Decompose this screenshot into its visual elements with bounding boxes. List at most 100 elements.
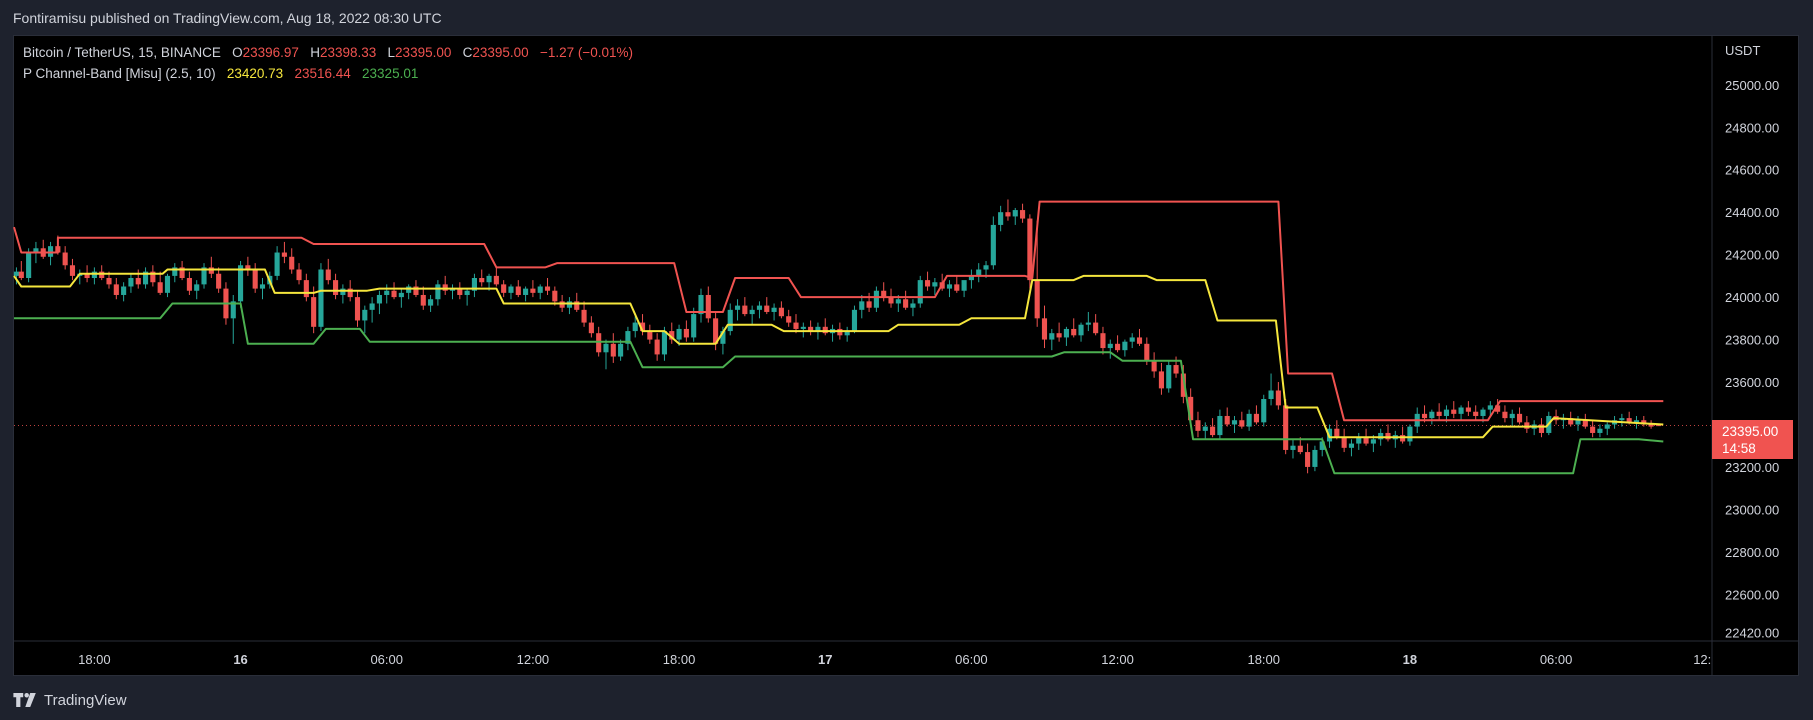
candle-body (113, 284, 119, 295)
candle-body (340, 288, 346, 295)
candle-body (369, 303, 375, 310)
candle-body (238, 265, 244, 302)
symbol-name[interactable]: Bitcoin / TetherUS, 15, BINANCE (23, 45, 221, 60)
candle-body (296, 269, 302, 281)
indicator-upper-value: 23516.44 (294, 66, 351, 81)
band-lower-line (14, 302, 1664, 475)
candle-body (954, 284, 960, 291)
candle-body (888, 297, 894, 304)
candle-body (1261, 399, 1267, 423)
candle-body (274, 252, 280, 276)
candle-body (1210, 426, 1216, 436)
candle-body (1641, 420, 1647, 425)
candle-body (1005, 212, 1011, 217)
candle-body (1063, 328, 1069, 338)
symbol-legend: Bitcoin / TetherUS, 15, BINANCE O23396.9… (23, 45, 633, 60)
x-tick-label: 17 (818, 652, 832, 667)
indicator-name[interactable]: P Channel-Band [Misu] (2.5, 10) (23, 66, 216, 81)
candle-body (428, 299, 434, 306)
candle-body (683, 328, 689, 338)
publisher-text: Fontiramisu published on TradingView.com… (13, 10, 442, 26)
candle-body (471, 278, 477, 291)
candle-body (99, 271, 105, 278)
candle-body (1436, 411, 1442, 416)
candle-body (961, 280, 967, 291)
candle-body (1049, 333, 1055, 340)
candle-body (164, 275, 171, 293)
candle-body (698, 294, 704, 315)
candle-body (1516, 413, 1523, 423)
candle-body (318, 269, 324, 327)
candle-body (1283, 405, 1289, 450)
candle-body (150, 271, 156, 283)
change-value: −1.27 (−0.01%) (539, 45, 634, 60)
high-label: H (310, 45, 320, 60)
candle-body (1590, 426, 1596, 433)
candle-body (354, 297, 361, 321)
candle-body (406, 286, 412, 293)
candle-body (1443, 409, 1450, 416)
candle-body (1619, 418, 1625, 421)
close-value: 23395.00 (472, 45, 529, 60)
candle-body (1166, 365, 1172, 389)
candle-body (734, 305, 741, 310)
candle-body (398, 292, 404, 298)
candle-body (1093, 322, 1099, 334)
candle-body (1385, 432, 1391, 440)
candle-body (808, 326, 814, 332)
brand-name[interactable]: TradingView (44, 691, 127, 709)
candle-body (881, 290, 887, 298)
last-price-tag: 23395.00 14:58 (1712, 420, 1793, 459)
candle-body (333, 280, 339, 295)
candle-body (873, 290, 879, 308)
candle-body (186, 278, 192, 291)
candle-body (216, 273, 222, 289)
candle-body (990, 224, 996, 266)
candle-body (18, 271, 24, 278)
candle-body (1268, 390, 1274, 399)
candle-body (1633, 420, 1640, 423)
candle-body (1158, 371, 1164, 389)
candle-body (515, 286, 521, 295)
candle-body (654, 339, 660, 355)
candle-body (1224, 415, 1230, 425)
candle-body (771, 307, 777, 312)
band-upper-line (13, 200, 1664, 422)
candle-body (1400, 435, 1406, 442)
candle-body (705, 294, 711, 319)
candle-body (142, 271, 149, 285)
y-tick-label: 24200.00 (1725, 248, 1779, 263)
last-price-value: 23395.00 (1722, 424, 1779, 439)
candle-body (62, 252, 68, 266)
indicator-lower-value: 23325.01 (362, 66, 419, 81)
candle-body (384, 290, 390, 295)
candle-body (1597, 428, 1603, 433)
indicator-legend: P Channel-Band [Misu] (2.5, 10) 23420.73… (23, 66, 418, 81)
candle-body (493, 275, 499, 285)
candle-body (588, 322, 594, 334)
candle-body (786, 316, 792, 323)
candle-body (1334, 428, 1340, 438)
candle-body (69, 265, 76, 276)
candle-body (800, 326, 806, 329)
candle-body (1312, 449, 1318, 467)
candle-body (1348, 443, 1355, 448)
candle-body (179, 267, 185, 278)
candle-body (742, 305, 748, 315)
candle-body (508, 286, 514, 293)
candle-body (391, 290, 397, 298)
candle-body (859, 301, 865, 310)
candle-body (289, 256, 295, 270)
y-tick-label: 24800.00 (1725, 120, 1779, 135)
tradingview-logo-icon[interactable] (13, 693, 39, 707)
candle-body (946, 284, 953, 289)
close-label: C (462, 45, 473, 60)
candle-body (1451, 409, 1457, 414)
candle-body (618, 343, 624, 357)
low-value: 23395.00 (395, 45, 452, 60)
candle-body (1020, 210, 1026, 219)
candle-body (1648, 424, 1654, 427)
candle-body (208, 267, 214, 274)
candle-body (501, 284, 507, 293)
